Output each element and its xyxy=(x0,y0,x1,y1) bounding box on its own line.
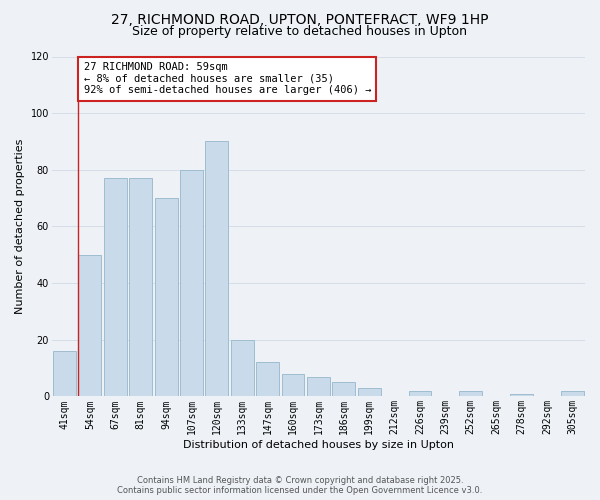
Text: Contains HM Land Registry data © Crown copyright and database right 2025.
Contai: Contains HM Land Registry data © Crown c… xyxy=(118,476,482,495)
Bar xyxy=(79,255,101,396)
Bar xyxy=(231,340,254,396)
Bar xyxy=(510,394,533,396)
Bar xyxy=(155,198,178,396)
Bar xyxy=(332,382,355,396)
Y-axis label: Number of detached properties: Number of detached properties xyxy=(15,139,25,314)
Bar xyxy=(281,374,304,396)
X-axis label: Distribution of detached houses by size in Upton: Distribution of detached houses by size … xyxy=(183,440,454,450)
Bar xyxy=(256,362,279,396)
Bar xyxy=(409,391,431,396)
Text: Size of property relative to detached houses in Upton: Size of property relative to detached ho… xyxy=(133,25,467,38)
Bar xyxy=(104,178,127,396)
Bar xyxy=(205,142,228,396)
Bar xyxy=(460,391,482,396)
Text: 27 RICHMOND ROAD: 59sqm
← 8% of detached houses are smaller (35)
92% of semi-det: 27 RICHMOND ROAD: 59sqm ← 8% of detached… xyxy=(83,62,371,96)
Bar xyxy=(358,388,380,396)
Text: 27, RICHMOND ROAD, UPTON, PONTEFRACT, WF9 1HP: 27, RICHMOND ROAD, UPTON, PONTEFRACT, WF… xyxy=(111,12,489,26)
Bar xyxy=(307,376,330,396)
Bar xyxy=(180,170,203,396)
Bar xyxy=(561,391,584,396)
Bar xyxy=(129,178,152,396)
Bar xyxy=(53,351,76,397)
